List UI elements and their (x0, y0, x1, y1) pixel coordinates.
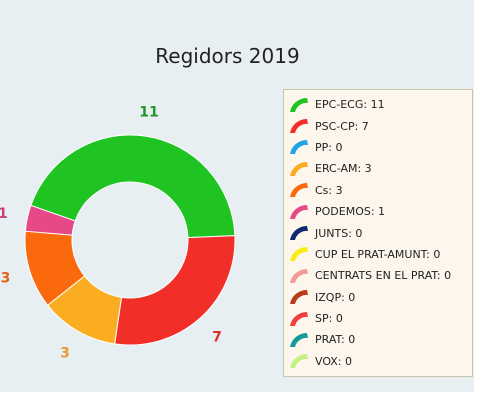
legend-item: EPC-ECG: 11 (288, 94, 472, 115)
legend-item: PP: 0 (288, 137, 472, 158)
legend-swatch-icon (290, 268, 308, 283)
legend-swatch-icon (290, 247, 308, 262)
donut-slice-psc-cp (114, 235, 236, 346)
chart-title: Regidors 2019 (155, 44, 300, 68)
donut-slice-epc-ecg (30, 134, 236, 239)
slice-label-erc-am: 3 (60, 346, 70, 362)
legend-swatch-icon (290, 140, 308, 155)
slice-label-psc-cp: 7 (212, 330, 222, 346)
slice-labels: 11 7 3 3 1 (0, 104, 222, 361)
legend-swatch-icon (290, 226, 308, 241)
legend-swatch-icon (290, 97, 308, 112)
legend-swatch-icon (290, 311, 308, 326)
donut-chart: 11 7 3 3 1 (0, 104, 236, 362)
legend-label: IZQP: 0 (315, 290, 356, 304)
legend-item: PRAT: 0 (288, 329, 472, 350)
donut-slice-podemos (24, 204, 76, 236)
legend-item: CENTRATS EN EL PRAT: 0 (288, 265, 472, 286)
legend-item: PODEMOS: 1 (288, 201, 472, 222)
legend-label: VOX: 0 (315, 354, 353, 368)
chart-legend: EPC-ECG: 11 PSC-CP: 7 PP: 0 ERC-AM: 3 Cs: 3 P… (283, 89, 473, 377)
legend-item: VOX: 0 (288, 351, 472, 372)
legend-label: JUNTS: 0 (315, 226, 363, 240)
legend-label: PODEMOS: 1 (315, 205, 386, 219)
legend-label: ERC-AM: 3 (315, 162, 372, 176)
legend-item: IZQP: 0 (288, 287, 472, 308)
legend-item: Cs: 3 (288, 180, 472, 201)
legend-label: CUP EL PRAT-AMUNT: 0 (315, 247, 441, 261)
legend-swatch-icon (290, 332, 308, 347)
legend-label: CENTRATS EN EL PRAT: 0 (315, 269, 452, 283)
slice-label-podemos: 1 (0, 206, 8, 222)
legend-swatch-icon (290, 119, 308, 134)
legend-label: PP: 0 (315, 140, 343, 154)
legend-swatch-icon (290, 161, 308, 176)
legend-label: SP: 0 (315, 312, 343, 326)
bottom-margin (0, 392, 474, 404)
legend-label: PSC-CP: 7 (315, 119, 369, 133)
legend-swatch-icon (290, 354, 308, 369)
legend-swatch-icon (290, 183, 308, 198)
legend-swatch-icon (290, 290, 308, 305)
right-margin (474, 0, 495, 404)
legend-item: PSC-CP: 7 (288, 115, 472, 136)
legend-label: EPC-ECG: 11 (315, 98, 385, 112)
slice-label-epc-ecg: 11 (139, 104, 158, 120)
donut-slices (24, 134, 236, 346)
slice-label-cs: 3 (1, 271, 11, 287)
legend-item: JUNTS: 0 (288, 222, 472, 243)
legend-label: PRAT: 0 (315, 333, 356, 347)
legend-item: CUP EL PRAT-AMUNT: 0 (288, 244, 472, 265)
legend-item: ERC-AM: 3 (288, 158, 472, 179)
legend-item: SP: 0 (288, 308, 472, 329)
legend-label: Cs: 3 (315, 183, 343, 197)
legend-swatch-icon (290, 204, 308, 219)
